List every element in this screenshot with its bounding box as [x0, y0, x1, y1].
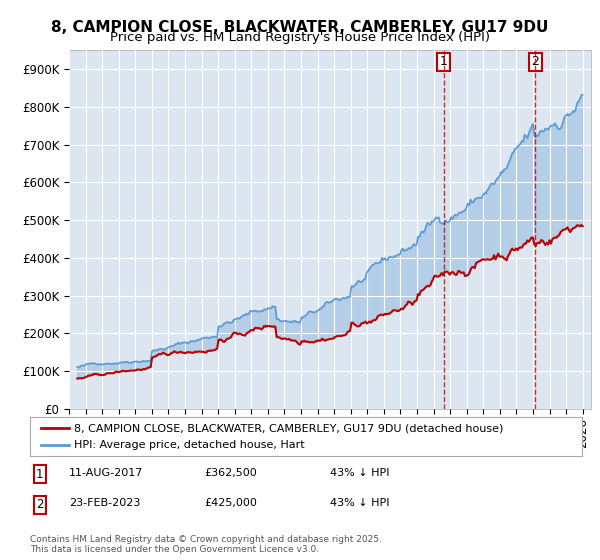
Text: 43% ↓ HPI: 43% ↓ HPI: [330, 498, 389, 508]
Text: 2: 2: [36, 498, 44, 511]
Text: 43% ↓ HPI: 43% ↓ HPI: [330, 468, 389, 478]
Text: Price paid vs. HM Land Registry's House Price Index (HPI): Price paid vs. HM Land Registry's House …: [110, 31, 490, 44]
Text: 1: 1: [440, 55, 448, 68]
Text: 23-FEB-2023: 23-FEB-2023: [69, 498, 140, 508]
Text: 8, CAMPION CLOSE, BLACKWATER, CAMBERLEY, GU17 9DU (detached house): 8, CAMPION CLOSE, BLACKWATER, CAMBERLEY,…: [74, 423, 503, 433]
Text: Contains HM Land Registry data © Crown copyright and database right 2025.
This d: Contains HM Land Registry data © Crown c…: [30, 535, 382, 554]
Text: 1: 1: [36, 468, 44, 480]
Text: £425,000: £425,000: [204, 498, 257, 508]
Text: 11-AUG-2017: 11-AUG-2017: [69, 468, 143, 478]
Text: 8, CAMPION CLOSE, BLACKWATER, CAMBERLEY, GU17 9DU: 8, CAMPION CLOSE, BLACKWATER, CAMBERLEY,…: [52, 20, 548, 35]
Text: £362,500: £362,500: [204, 468, 257, 478]
Text: HPI: Average price, detached house, Hart: HPI: Average price, detached house, Hart: [74, 440, 305, 450]
Text: 2: 2: [532, 55, 539, 68]
